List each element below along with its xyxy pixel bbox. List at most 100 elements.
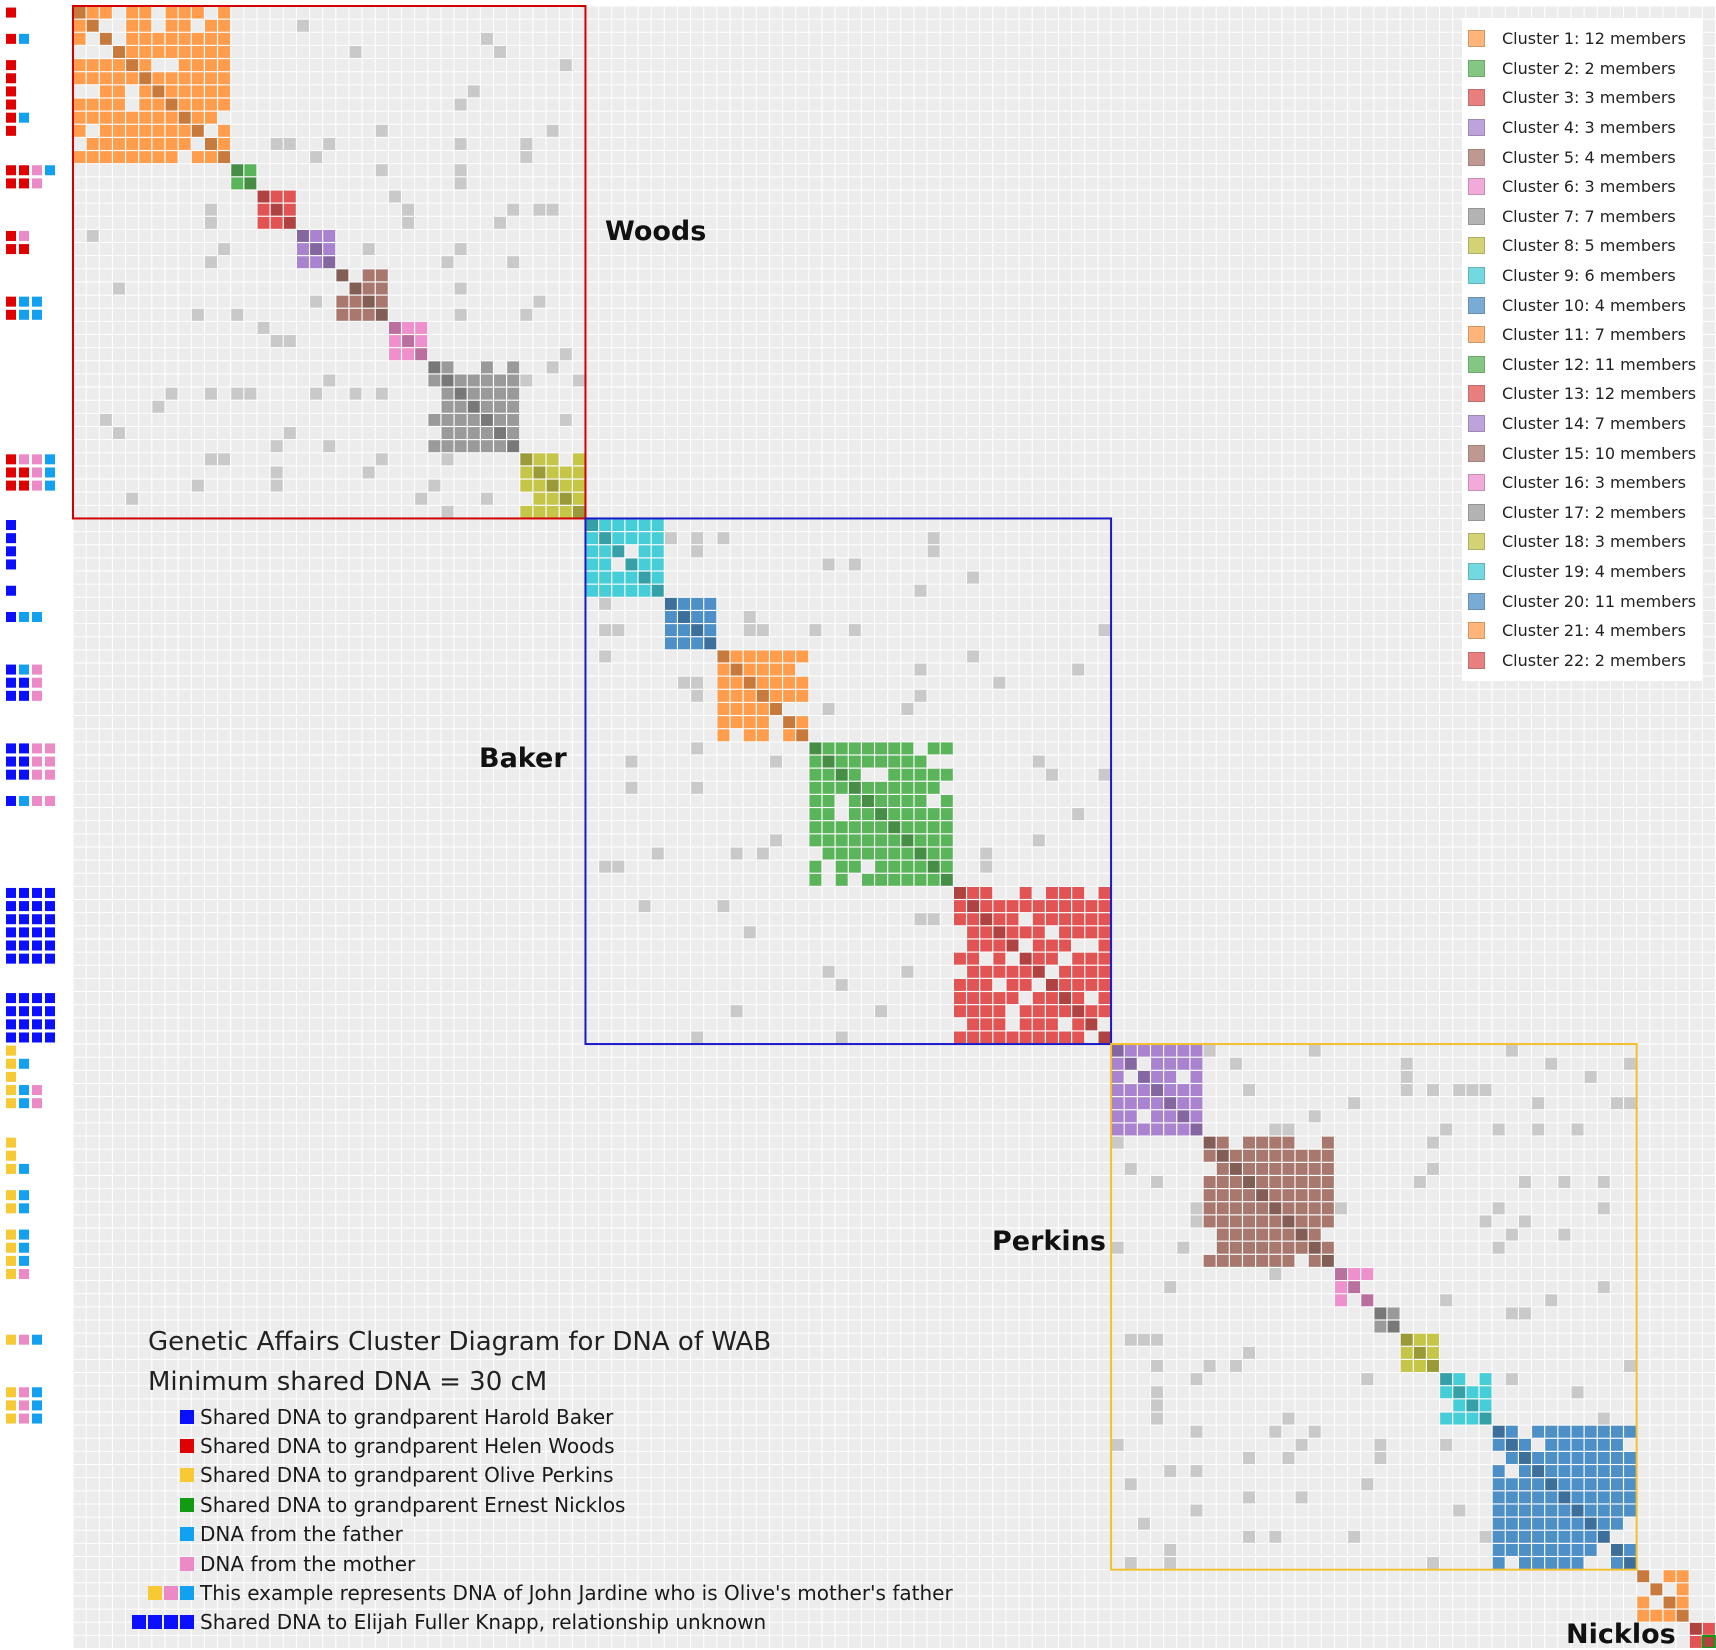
cross-match-cell	[1427, 1162, 1439, 1175]
cluster-cell	[139, 98, 152, 111]
cluster-diagonal-cell	[1479, 1412, 1492, 1425]
cluster-diagonal-cell	[1519, 1452, 1531, 1464]
legend-swatch	[1468, 326, 1485, 344]
cluster-cell	[1545, 1530, 1558, 1543]
cluster-diagonal-cell	[1045, 978, 1058, 991]
cluster-cell	[875, 821, 888, 834]
cluster-cell	[612, 532, 625, 545]
cluster-cell	[835, 847, 848, 860]
cluster-cell	[113, 111, 125, 124]
cluster-cell	[770, 663, 782, 676]
cluster-cell	[1637, 1596, 1650, 1609]
cluster-cell	[1190, 1110, 1203, 1123]
cluster-diagonal-cell	[1637, 1570, 1650, 1583]
cluster-cell	[191, 111, 204, 124]
cluster-cell	[756, 703, 769, 715]
cluster-cell	[1164, 1084, 1177, 1097]
side-marker	[19, 178, 29, 189]
cluster-cell	[1032, 1018, 1045, 1031]
cluster-cell	[704, 597, 717, 610]
cluster-cell	[441, 387, 454, 400]
cluster-cell	[1019, 926, 1032, 939]
cross-match-cell	[428, 479, 441, 492]
cluster-cell	[139, 138, 152, 150]
cross-match-cell	[678, 676, 690, 689]
cluster-diagonal-cell	[572, 505, 585, 518]
cross-match-cell	[1519, 1215, 1531, 1228]
cross-match-cell	[691, 1031, 704, 1044]
cluster-cell	[1400, 1360, 1413, 1372]
cluster-cell	[1151, 1097, 1164, 1110]
legend-item: Cluster 7: 7 members	[1462, 202, 1702, 232]
cluster-cell	[507, 374, 520, 387]
cluster-cell	[730, 689, 743, 702]
cluster-cell	[848, 755, 861, 768]
cluster-diagonal-cell	[1650, 1583, 1663, 1596]
cluster-cell	[1216, 1202, 1229, 1215]
cluster-cell	[940, 768, 953, 781]
cluster-cell	[1663, 1609, 1676, 1622]
key-swatch	[180, 1409, 194, 1424]
cluster-cell	[1610, 1438, 1623, 1451]
key-swatch-group	[124, 1497, 194, 1512]
cluster-cell	[415, 321, 428, 334]
cluster-cell	[835, 834, 848, 847]
cluster-diagonal-cell	[914, 847, 927, 860]
cluster-cell	[743, 663, 756, 676]
cluster-diagonal-cell	[1400, 1333, 1413, 1346]
cluster-diagonal-cell	[1256, 1189, 1269, 1202]
cluster-diagonal-cell	[612, 545, 625, 558]
side-marker	[45, 940, 55, 951]
cross-match-cell	[691, 676, 704, 689]
cluster-cell	[546, 466, 559, 479]
cluster-cell	[1295, 1162, 1308, 1175]
cross-match-cell	[244, 387, 257, 400]
cluster-cell	[480, 374, 493, 387]
side-marker	[32, 1400, 42, 1411]
cross-match-cell	[1519, 1307, 1531, 1320]
cross-match-cell	[375, 387, 388, 400]
key-swatch	[164, 1615, 178, 1630]
cross-match-cell	[1361, 1478, 1374, 1491]
cluster-cell	[862, 755, 874, 768]
cluster-cell	[1584, 1452, 1597, 1464]
legend-swatch	[1468, 178, 1485, 196]
side-marker	[19, 1019, 29, 1030]
cross-match-cell	[99, 413, 112, 426]
cluster-cell	[980, 886, 993, 899]
cross-match-cell	[756, 847, 769, 860]
cross-match-cell	[1308, 1110, 1321, 1123]
cluster-cell	[875, 834, 888, 847]
cluster-cell	[218, 46, 231, 58]
cluster-cell	[875, 742, 888, 755]
cluster-cell	[152, 111, 165, 124]
cluster-diagonal-cell	[717, 650, 730, 663]
cluster-diagonal-cell	[73, 6, 86, 19]
cross-match-cell	[205, 216, 217, 229]
cluster-cell	[901, 781, 914, 794]
cluster-cell	[822, 821, 835, 834]
cross-match-cell	[467, 85, 480, 98]
key-swatch-group	[124, 1409, 194, 1424]
cluster-cell	[848, 834, 861, 847]
cluster-cell	[1505, 1425, 1518, 1438]
cluster-cell	[494, 413, 507, 426]
legend-label: Cluster 11: 7 members	[1502, 325, 1686, 345]
cluster-diagonal-cell	[848, 781, 861, 794]
cross-match-cell	[1072, 808, 1085, 821]
cluster-cell	[1111, 1097, 1124, 1110]
cross-match-cell	[1466, 1084, 1479, 1097]
cluster-cell	[1164, 1070, 1177, 1083]
cluster-cell	[638, 519, 651, 531]
cluster-cell	[467, 387, 480, 400]
side-marker	[32, 612, 42, 623]
side-marker	[6, 1413, 16, 1424]
legend-label: Cluster 3: 3 members	[1502, 88, 1676, 108]
side-marker	[6, 1255, 16, 1266]
cluster-cell	[349, 295, 362, 308]
cross-match-cell	[152, 400, 165, 413]
cluster-cell	[1558, 1478, 1571, 1491]
cluster-cell	[664, 624, 677, 637]
side-marker	[32, 901, 42, 912]
key-item: Shared DNA to grandparent Harold Baker	[124, 1402, 953, 1431]
